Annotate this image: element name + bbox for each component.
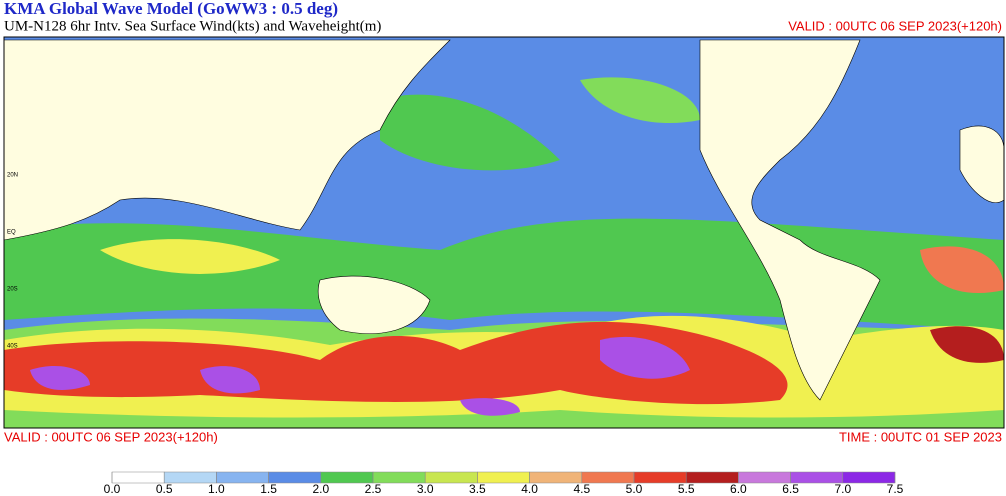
legend-label: 3.0: [417, 482, 434, 496]
legend-label: 2.5: [365, 482, 382, 496]
legend-label: 0.0: [104, 482, 121, 496]
legend-label: 6.0: [730, 482, 747, 496]
legend-label: 1.0: [208, 482, 225, 496]
legend-label: 6.5: [782, 482, 799, 496]
legend-label: 4.5: [573, 482, 590, 496]
legend-label: 1.5: [260, 482, 277, 496]
valid-top: VALID : 00UTC 06 SEP 2023(+120h): [788, 18, 1002, 33]
legend-label: 2.0: [312, 482, 329, 496]
legend-label: 5.5: [678, 482, 695, 496]
lat-label: 20S: [7, 287, 18, 293]
lat-label: 20N: [7, 173, 18, 179]
legend-label: 3.5: [469, 482, 486, 496]
title: KMA Global Wave Model (GoWW3 : 0.5 deg): [4, 0, 338, 18]
legend-label: 7.5: [887, 482, 904, 496]
legend-label: 4.0: [521, 482, 538, 496]
subtitle: UM-N128 6hr Intv. Sea Surface Wind(kts) …: [4, 18, 381, 34]
time: TIME : 00UTC 01 SEP 2023: [839, 429, 1002, 444]
lat-label: 40S: [7, 344, 18, 350]
lat-label: EQ: [7, 230, 16, 236]
legend-label: 5.0: [626, 482, 643, 496]
map: [3, 36, 1005, 429]
legend-label: 7.0: [834, 482, 851, 496]
valid-bottom: VALID : 00UTC 06 SEP 2023(+120h): [4, 429, 218, 444]
legend-label: 0.5: [156, 482, 173, 496]
